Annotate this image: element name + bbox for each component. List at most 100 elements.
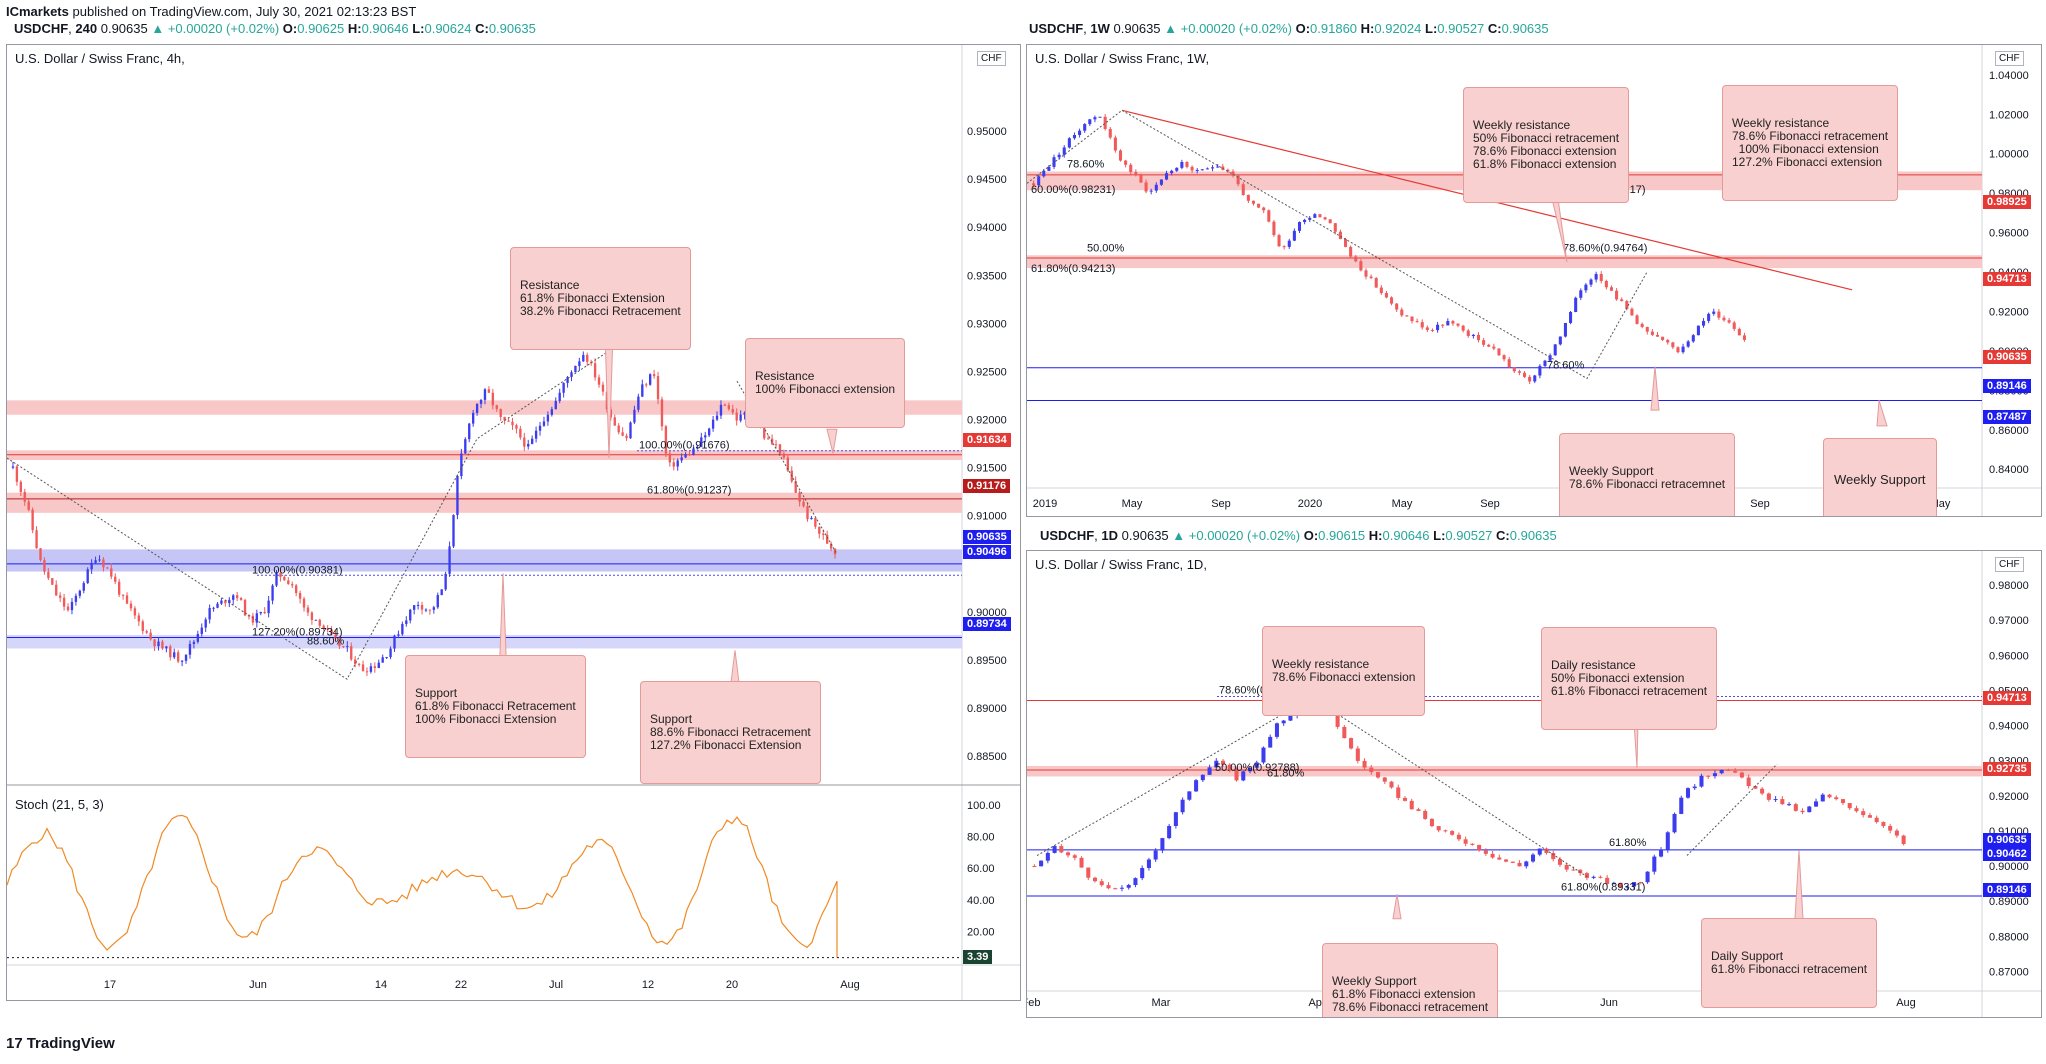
h4-candle: [409, 609, 412, 621]
w1-candle: [1410, 316, 1414, 322]
d1-chart-panel[interactable]: U.S. Dollar / Swiss Franc, 1D, CHF 78.60…: [1026, 550, 2042, 1018]
d1-candle: [1200, 774, 1205, 781]
h4-candle: [648, 374, 652, 385]
w1-fib-label: 78.60%(0.94764): [1563, 242, 1647, 254]
h4-symbol[interactable]: USDCHF: [14, 21, 69, 36]
d1-candle: [1160, 838, 1165, 851]
d1-candle: [1861, 811, 1866, 816]
h4-candle: [94, 560, 97, 563]
h4-candle: [739, 414, 742, 421]
h4-resistance-zone: [7, 400, 962, 415]
h4-candle: [774, 444, 778, 446]
h4-candle: [700, 437, 703, 447]
w1-candle: [1604, 280, 1608, 288]
d1-candle: [1652, 856, 1657, 872]
w1-candle: [1354, 256, 1358, 262]
d1-candle: [1045, 852, 1050, 861]
w1-candle: [1487, 344, 1491, 347]
w1-chart-title: U.S. Dollar / Swiss Franc, 1W,: [1035, 51, 1210, 66]
w1-symbol-line: USDCHF, 1W 0.90635 ▲ +0.00020 (+0.02%) O…: [1029, 21, 1549, 36]
h4-candle: [188, 643, 192, 655]
h4-candle: [825, 534, 829, 544]
w1-candle: [1303, 219, 1307, 223]
h4-stoch-value-tag: 3.39: [963, 950, 993, 964]
w1-candle: [1154, 184, 1158, 191]
h4-candle: [491, 392, 495, 406]
d1-candle: [1814, 801, 1819, 807]
d1-x-tick: Mar: [1152, 997, 1171, 1009]
h4-chart-svg[interactable]: 100.00%(0.91676) 61.80%(0.91237) 100.00%(0…: [7, 45, 1020, 1000]
w1-candle: [1037, 176, 1041, 186]
h4-candle: [55, 584, 58, 596]
h4-candle: [546, 414, 550, 422]
d1-candle: [1032, 866, 1037, 868]
h4-low: 0.90624: [424, 21, 472, 36]
h4-candle: [157, 641, 160, 647]
h4-high: 0.90646: [361, 21, 409, 36]
w1-y-tick: 0.92000: [1989, 306, 2029, 318]
w1-candle: [1701, 320, 1706, 326]
h4-price-tag: 0.90496: [963, 545, 1011, 559]
h4-price-tag: 0.90635: [963, 530, 1011, 544]
h4-candle: [145, 631, 148, 633]
w1-candle: [1390, 297, 1394, 304]
tradingview-brand[interactable]: 17 TradingView: [6, 1035, 115, 1052]
h4-candle: [200, 627, 203, 635]
h4-interval[interactable]: 240: [75, 21, 98, 36]
d1-candle: [1766, 793, 1771, 800]
w1-callout-support-1: Weekly Support 78.6% Fibonacci retracemne…: [1559, 433, 1736, 516]
h4-candle: [527, 443, 530, 447]
w1-fib-label: 61.80%(0.94213): [1031, 263, 1115, 275]
d1-candle: [1712, 773, 1717, 777]
d1-y-tick: 0.88000: [1989, 931, 2029, 943]
h4-candle: [499, 408, 502, 417]
w1-x-tick: 2019: [1033, 498, 1057, 510]
w1-candle: [1292, 230, 1296, 241]
w1-candle: [1655, 334, 1660, 337]
w1-candle: [1446, 321, 1450, 326]
d1-candle: [1086, 867, 1091, 878]
h4-candle: [570, 372, 573, 378]
d1-candle: [1066, 852, 1071, 856]
h4-candle: [668, 453, 672, 463]
w1-candle: [1696, 325, 1700, 336]
h4-change: +0.00020 (+0.02%): [167, 21, 280, 36]
w1-chart-panel[interactable]: U.S. Dollar / Swiss Franc, 1W, CHF 78.60…: [1026, 44, 2042, 517]
w1-candle: [1364, 270, 1368, 277]
h4-y-tick: 0.91500: [967, 463, 1007, 475]
h4-candle: [255, 613, 259, 623]
d1-candle: [1281, 720, 1286, 724]
d1-candle: [1140, 867, 1145, 879]
d1-interval[interactable]: 1D: [1101, 528, 1119, 543]
w1-symbol[interactable]: USDCHF: [1029, 21, 1084, 36]
w1-candle: [1533, 375, 1537, 382]
w1-interval[interactable]: 1W: [1090, 21, 1110, 36]
d1-candle: [1477, 844, 1482, 851]
h4-candle: [239, 598, 243, 600]
d1-candle: [1355, 748, 1360, 761]
w1-candle: [1466, 330, 1470, 336]
h4-candle: [133, 608, 137, 616]
h4-candle: [161, 641, 164, 649]
d1-candle: [1557, 859, 1562, 865]
d1-chart-svg[interactable]: 78.60%(0.94826)50.00%(0.92788)61.80%61.8…: [1027, 551, 2041, 1017]
h4-candle: [141, 621, 144, 632]
h4-candle: [436, 595, 439, 608]
h4-stoch-y-tick: 100.00: [967, 800, 1001, 812]
w1-candle: [1645, 327, 1649, 332]
d1-candle: [1429, 818, 1434, 827]
h4-x-tick: Aug: [840, 979, 860, 991]
publisher-line: ICmarkets published on TradingView.com, …: [6, 4, 416, 19]
w1-candle: [1164, 173, 1169, 180]
h4-candle: [660, 399, 664, 427]
d1-symbol[interactable]: USDCHF: [1040, 528, 1095, 543]
h4-candle: [298, 592, 302, 599]
d1-candle: [1416, 809, 1421, 811]
h4-chart-panel[interactable]: U.S. Dollar / Swiss Franc, 4h, CHF 100.0…: [6, 44, 1021, 1001]
h4-symbol-line: USDCHF, 240 0.90635 ▲ +0.00020 (+0.02%) …: [14, 21, 536, 36]
d1-candle: [1564, 864, 1569, 870]
h4-candle: [78, 590, 82, 596]
h4-candle: [287, 580, 290, 585]
d1-fib-label: 61.80%: [1267, 767, 1305, 779]
w1-candle: [1267, 210, 1271, 222]
